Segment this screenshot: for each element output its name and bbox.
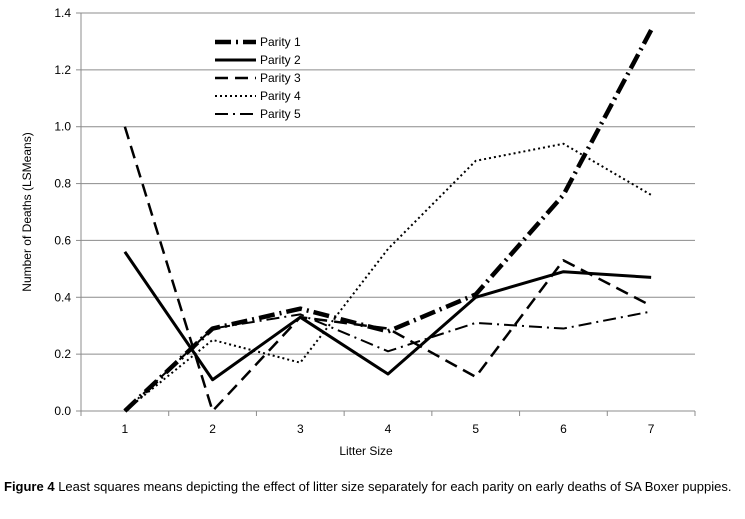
y-tick-label: 0.6	[54, 233, 71, 247]
y-tick-label: 0.4	[54, 290, 71, 304]
x-tick-label: 2	[209, 422, 216, 436]
series-line-parity-3	[123, 126, 652, 413]
legend-label-parity-5: Parity 5	[260, 107, 301, 121]
gridlines	[81, 12, 695, 355]
series-line-parity-4	[124, 142, 652, 412]
legend-label-parity-3: Parity 3	[260, 71, 301, 85]
figure-caption: Figure 4 Least squares means depicting t…	[4, 479, 742, 495]
y-tick-label: 0.2	[54, 347, 71, 361]
series-line-parity-1	[123, 29, 654, 413]
y-tick-label: 1.2	[54, 63, 71, 77]
figure-caption-label: Figure 4	[4, 479, 55, 494]
x-axis-title: Litter Size	[339, 444, 393, 458]
axes: 0.0 0.2 0.4 0.6 0.8 1.0 1.2 1.4 1 2 3 4 5 6 7	[54, 6, 696, 436]
y-axis-title: Number of Deaths (LSMeans)	[20, 132, 34, 291]
x-tick-label: 6	[560, 422, 567, 436]
series-line-parity-5	[124, 310, 652, 412]
line-chart: 0.0 0.2 0.4 0.6 0.8 1.0 1.2 1.4 1 2 3 4 5 6 7 Parity 1…	[20, 6, 696, 458]
series-line-parity-2	[123, 250, 652, 382]
legend-label-parity-1: Parity 1	[260, 35, 301, 49]
y-tick-label: 1.0	[54, 120, 71, 134]
x-tick-label: 5	[472, 422, 479, 436]
y-tick-label: 0.0	[54, 404, 71, 418]
legend-label-parity-4: Parity 4	[260, 89, 301, 103]
x-tick-label: 1	[122, 422, 129, 436]
series-lines	[123, 29, 654, 413]
legend: Parity 1 Parity 2 Parity 3 Parity 4 Parity 5	[215, 35, 301, 121]
x-tick-label: 4	[385, 422, 392, 436]
y-tick-label: 0.8	[54, 177, 71, 191]
x-tick-label: 3	[297, 422, 304, 436]
y-tick-label: 1.4	[54, 6, 71, 20]
legend-label-parity-2: Parity 2	[260, 53, 301, 67]
figure-caption-text: Least squares means depicting the effect…	[54, 479, 732, 494]
x-tick-label: 7	[648, 422, 655, 436]
